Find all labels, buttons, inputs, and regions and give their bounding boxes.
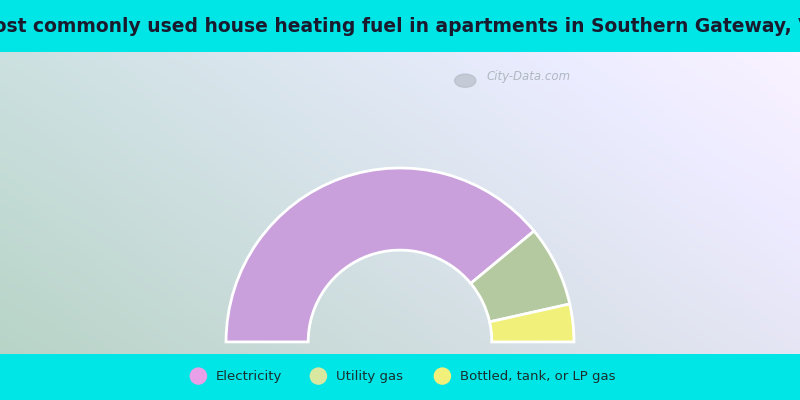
Text: City-Data.com: City-Data.com: [487, 70, 571, 83]
Wedge shape: [490, 304, 574, 342]
Ellipse shape: [190, 367, 207, 385]
Text: Bottled, tank, or LP gas: Bottled, tank, or LP gas: [460, 370, 615, 382]
Text: Utility gas: Utility gas: [336, 370, 403, 382]
Text: Most commonly used house heating fuel in apartments in Southern Gateway, VA: Most commonly used house heating fuel in…: [0, 16, 800, 36]
Wedge shape: [470, 231, 570, 322]
Ellipse shape: [310, 367, 327, 385]
Wedge shape: [226, 168, 534, 342]
Ellipse shape: [434, 367, 451, 385]
Text: Electricity: Electricity: [216, 370, 282, 382]
Circle shape: [454, 74, 476, 87]
